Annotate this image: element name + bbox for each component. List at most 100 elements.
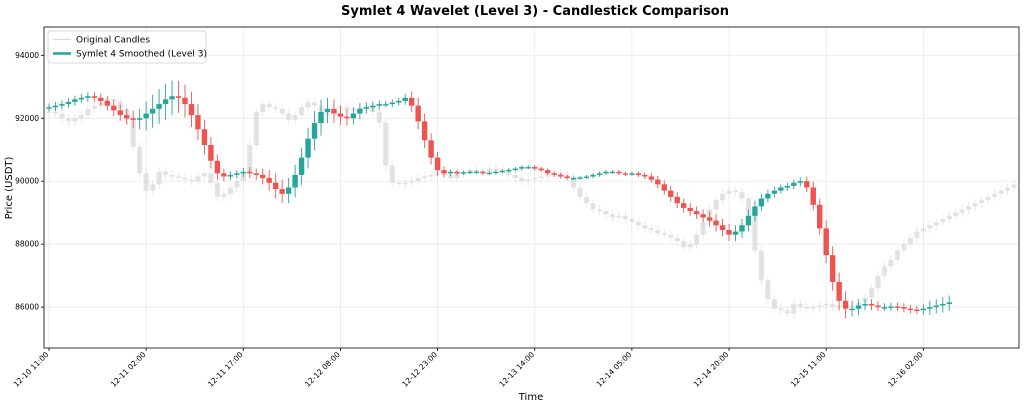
original-candle-body [629,218,635,223]
smoothed-candle-body [512,168,519,171]
smoothed-candle-body [65,101,72,105]
smoothed-candle-body [519,167,525,169]
smoothed-candle-body [279,189,285,194]
original-candle-body [201,173,208,177]
smoothed-candle-body [130,118,136,120]
original-candle-body [991,193,998,197]
original-candle-body [182,178,188,180]
smoothed-candle-body [745,215,752,226]
smoothed-candle-body [629,173,635,175]
smoothed-candle-body [298,157,305,175]
original-candle-body [888,259,894,267]
smoothed-candle-body [143,113,149,119]
original-candle-body [402,182,408,185]
smoothed-candle-body [441,170,447,174]
original-candle-body [719,193,726,201]
original-candle-body [797,303,803,308]
smoothed-candle-body [454,171,460,174]
smoothed-candle-body [784,185,791,188]
smoothed-candle-body [156,104,162,109]
original-candle-body [661,233,667,235]
original-candle-body [603,211,609,215]
original-candle-body [953,212,959,216]
y-axis-label: Price (USDT) [4,156,15,219]
smoothed-candle-body [810,187,816,205]
smoothed-candle-body [771,190,778,194]
smoothed-candle-body [907,308,914,311]
smoothed-candle-body [804,181,810,188]
smoothed-candle-body [175,96,182,98]
smoothed-candle-body [169,96,175,100]
original-candle-body [78,115,84,119]
original-candle-body [273,107,279,109]
smoothed-candle-body [124,115,130,119]
original-candle-body [817,305,823,308]
smoothed-candle-body [842,300,849,309]
smoothed-candle-body [305,138,311,158]
smoothed-candle-body [421,121,428,141]
original-candle-body [966,206,972,210]
original-candle-body [642,225,648,229]
smoothed-candle-body [875,305,881,308]
smoothed-candle-body [583,176,590,178]
legend-box [47,30,207,64]
original-candle-body [169,174,175,177]
original-candle-body [72,118,78,122]
original-candle-body [804,307,810,309]
y-tick-label: 90000 [15,177,39,186]
smoothed-candle-body [817,204,823,229]
smoothed-candle-body [577,177,583,179]
original-candle-body [771,299,777,309]
smoothed-candle-body [460,172,467,174]
original-candle-body [901,244,907,251]
original-candle-body [253,111,259,146]
original-candle-body [286,113,292,120]
original-candle-body [91,105,97,109]
smoothed-candle-body [78,97,85,100]
y-tick-label: 94000 [15,51,39,60]
smoothed-candle-body [162,99,169,105]
smoothed-candle-body [616,171,622,174]
smoothed-candle-body [739,225,745,232]
smoothed-candle-body [687,207,693,212]
original-candle-body [344,107,350,111]
original-candle-body [622,215,629,219]
original-candle-body [195,176,201,182]
smoothed-candle-body [182,97,188,105]
smoothed-candle-body [940,303,946,306]
smoothed-candle-body [855,305,862,309]
grid-lines [44,27,1019,348]
original-candle-body [447,174,454,179]
plot-frame [43,26,1020,349]
smoothed-candle-body [91,96,98,98]
smoothed-candle-body [648,176,655,180]
smoothed-candle-body [557,174,564,177]
original-candle-body [545,174,551,177]
smoothed-candle-body [266,178,272,183]
smoothed-candle-body [376,104,383,106]
smoothed-candle-body [117,110,123,116]
legend-original-label: Original Candles [76,36,150,46]
original-candle-body [959,209,965,213]
original-candle-body [577,187,583,197]
original-candle-body [765,280,771,300]
original-candle-body [907,237,913,245]
smoothed-candle-body [655,179,661,185]
original-candle-body [648,228,654,230]
original-candle-body [156,171,162,185]
smoothed-candles [46,80,952,319]
smoothed-candle-body [862,303,868,306]
smoothed-candle-body [506,169,512,172]
original-candle-body [830,303,836,308]
smoothed-candle-body [706,217,713,221]
smoothed-candle-body [227,174,234,177]
smoothed-candle-body [253,173,259,175]
original-candle-body [234,181,240,188]
original-candle-body [525,179,531,182]
original-candle-body [810,307,816,309]
original-candle-body [247,145,253,172]
smoothed-candle-body [758,198,765,207]
original-candle-body [486,168,493,172]
smoothed-candle-body [415,105,421,122]
